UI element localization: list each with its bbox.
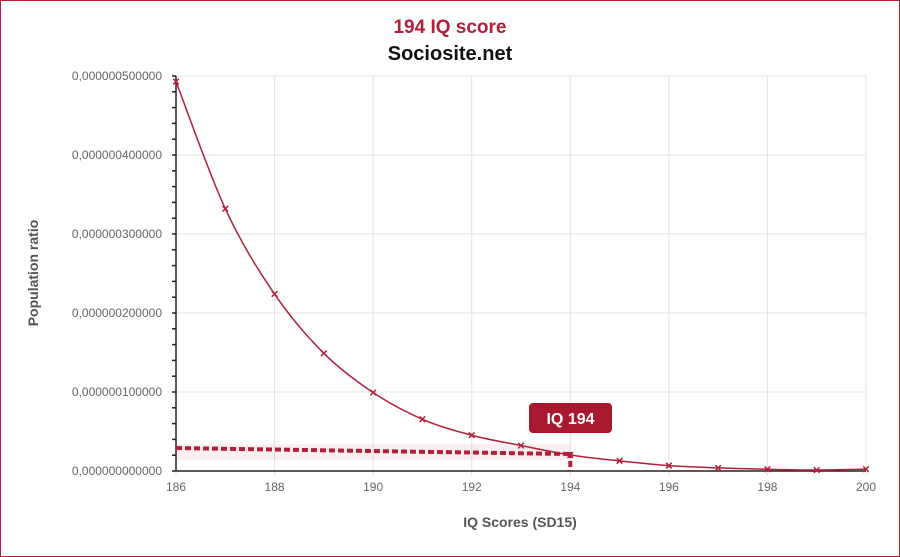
data-point [616, 457, 623, 465]
x-tick-label: 194 [560, 480, 580, 494]
data-point [862, 465, 870, 473]
x-axis-title: IQ Scores (SD15) [463, 514, 577, 530]
x-tick-label: 190 [363, 480, 383, 494]
y-tick-label: 0,000000100000 [72, 385, 162, 399]
x-tick-label: 200 [856, 480, 876, 494]
data-point [271, 290, 278, 298]
tick-labels: 186 188 190 192 194 196 198 200 0,000000000000 0,… [72, 69, 876, 494]
data-point [221, 205, 229, 213]
x-tick-label: 186 [166, 480, 186, 494]
x-tick-label: 188 [265, 480, 285, 494]
data-point [468, 431, 476, 439]
data-point [517, 442, 525, 449]
y-tick-label: 0,000000200000 [72, 306, 162, 320]
data-point [369, 389, 377, 396]
x-tick-label: 198 [757, 480, 777, 494]
grid-lines [175, 75, 867, 472]
data-point [320, 349, 328, 357]
data-point [813, 466, 821, 474]
y-tick-label: 0,000000400000 [72, 148, 162, 162]
chart-title: 194 IQ score [393, 17, 507, 38]
highlight-band [176, 444, 571, 461]
series-group [172, 78, 870, 474]
axis-ticks [172, 75, 867, 476]
data-point [566, 451, 574, 459]
callout-label: IQ 194 [546, 411, 594, 428]
highlight-callout: IQ 194 [529, 403, 612, 433]
y-axis-title: Population ratio [25, 220, 41, 327]
x-tick-label: 192 [462, 480, 482, 494]
x-tick-label: 196 [659, 480, 679, 494]
y-tick-label: 0,000000000000 [72, 464, 162, 478]
highlight-horizontal-line [175, 446, 571, 457]
data-point [419, 415, 426, 423]
y-tick-label: 0,000000300000 [72, 227, 162, 241]
callout-box [529, 403, 612, 433]
data-point [764, 465, 771, 473]
axes [175, 76, 866, 472]
data-point [172, 78, 180, 85]
y-tick-label: 0,000000500000 [72, 69, 162, 83]
data-point [665, 462, 673, 469]
data-point [714, 464, 722, 472]
series-line [175, 81, 867, 471]
chart-subtitle: Sociosite.net [387, 43, 513, 65]
